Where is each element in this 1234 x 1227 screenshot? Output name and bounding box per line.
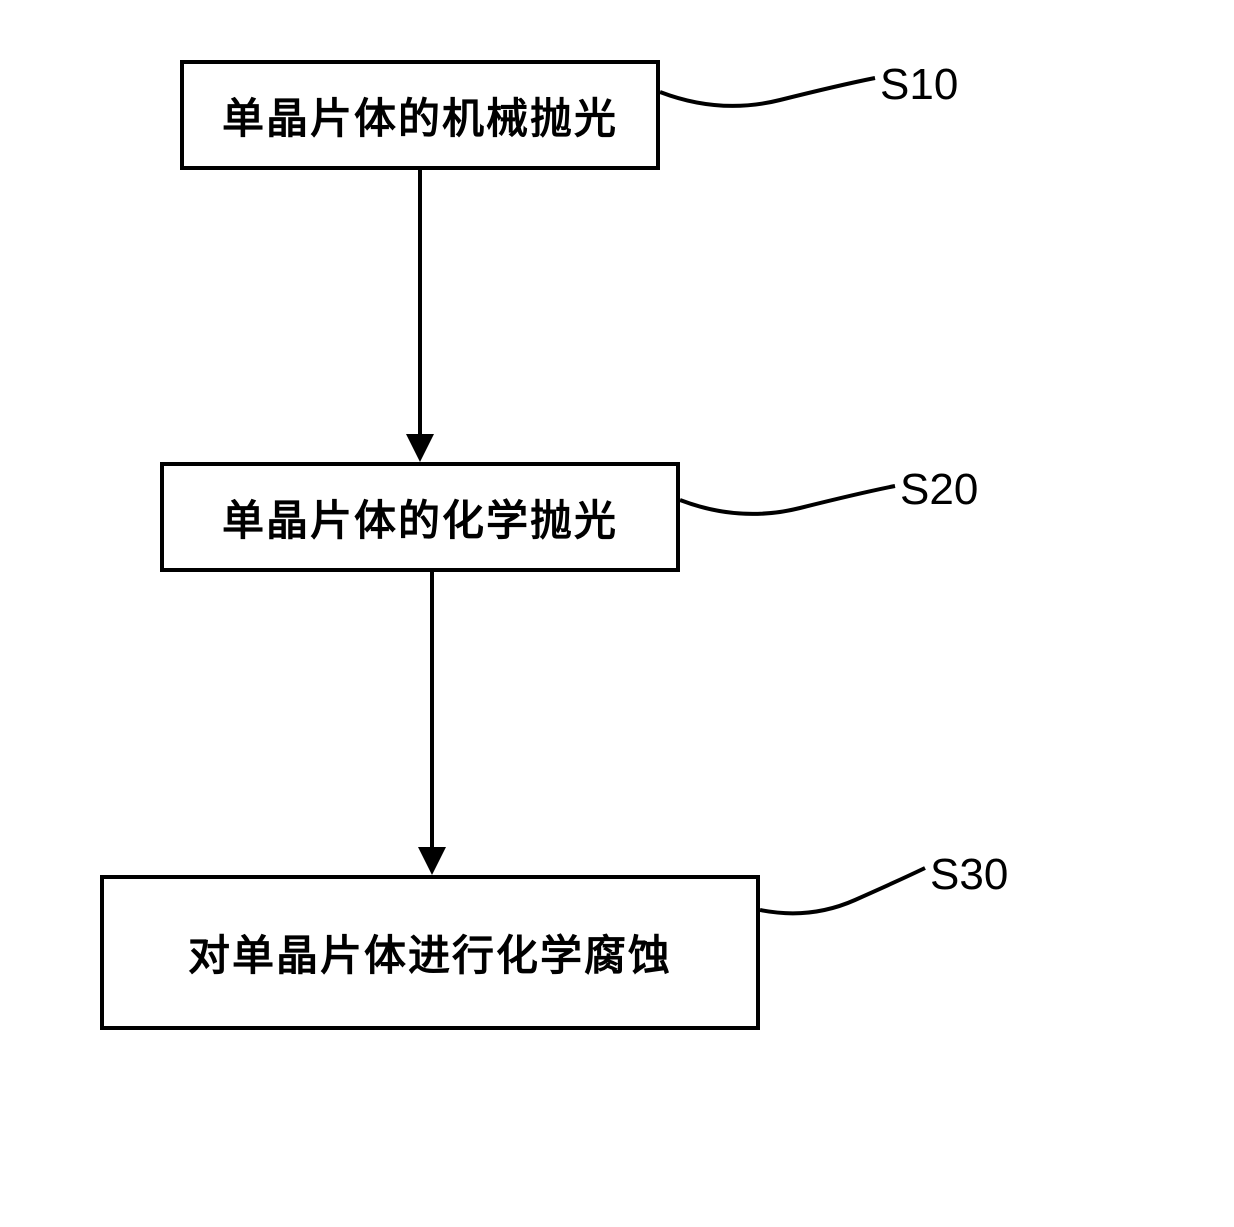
arrow-head-1	[406, 434, 434, 462]
flow-box-s30: 对单晶片体进行化学腐蚀	[100, 875, 760, 1030]
connector-s30	[760, 860, 930, 920]
flow-box-text: 单晶片体的机械抛光	[222, 85, 618, 146]
flow-box-text: 单晶片体的化学抛光	[222, 487, 618, 548]
flow-box-s10: 单晶片体的机械抛光	[180, 60, 660, 170]
flow-label-s20: S20	[900, 465, 978, 515]
arrow-head-2	[418, 847, 446, 875]
connector-s10	[660, 70, 880, 120]
connector-s20	[680, 478, 900, 528]
arrow-line-1	[418, 170, 422, 435]
arrow-line-2	[430, 572, 434, 847]
flow-box-s20: 单晶片体的化学抛光	[160, 462, 680, 572]
flow-label-s30: S30	[930, 850, 1008, 900]
flow-label-s10: S10	[880, 60, 958, 110]
flow-box-text: 对单晶片体进行化学腐蚀	[188, 922, 672, 983]
